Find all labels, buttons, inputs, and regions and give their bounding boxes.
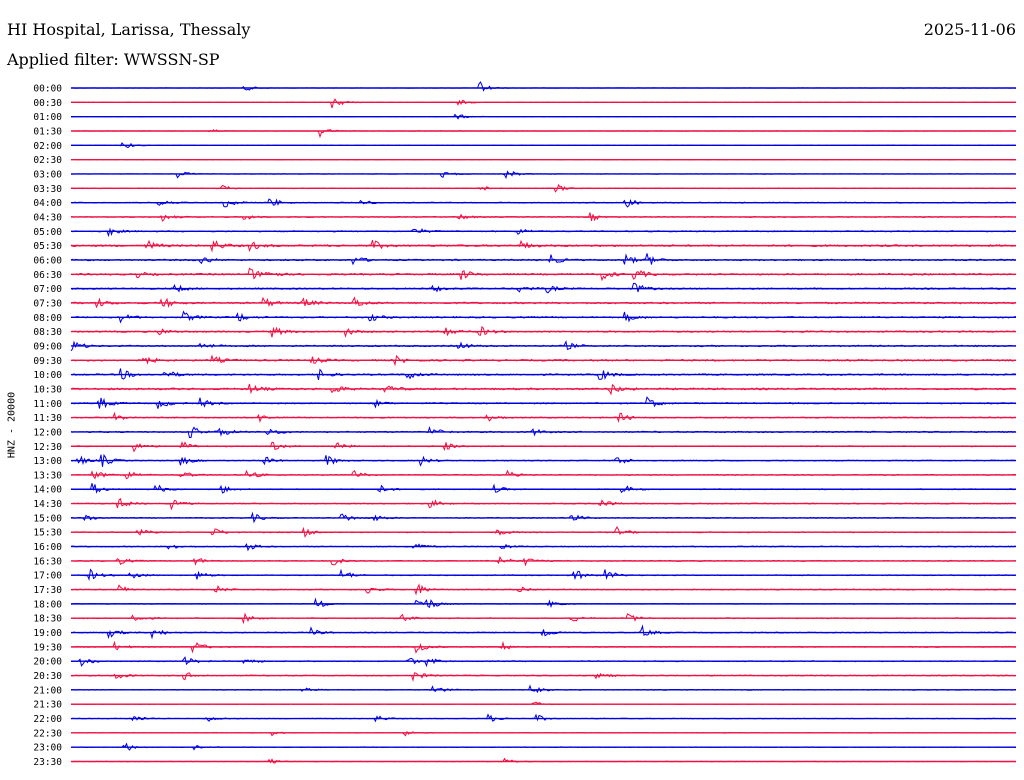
trace-row xyxy=(70,98,1017,109)
time-label: 20:00 xyxy=(33,657,62,668)
time-label: 03:30 xyxy=(33,184,62,195)
time-label: 06:30 xyxy=(33,270,62,281)
time-label: 20:30 xyxy=(33,671,62,682)
time-label: 11:00 xyxy=(33,399,62,410)
time-label: 09:00 xyxy=(33,341,62,352)
time-label: 09:30 xyxy=(33,356,62,367)
trace-row xyxy=(70,81,1017,92)
trace-row xyxy=(70,253,1017,266)
trace-row xyxy=(70,227,1017,238)
trace-row xyxy=(70,483,1017,494)
time-label: 08:00 xyxy=(33,313,62,324)
time-label: 07:30 xyxy=(33,298,62,309)
time-label: 16:30 xyxy=(33,556,62,567)
time-label-group: 00:00 00:30 01:00 01:30 02:00 02:30 03:00 03:30… xyxy=(33,84,62,769)
time-label: 18:00 xyxy=(33,599,62,610)
time-label: 10:00 xyxy=(33,370,62,381)
time-label: 04:00 xyxy=(33,198,62,209)
time-label: 00:00 xyxy=(33,84,62,95)
trace-row xyxy=(70,568,1017,581)
time-label: 21:30 xyxy=(33,700,62,711)
time-label: 16:00 xyxy=(33,542,62,553)
time-label: 18:30 xyxy=(33,614,62,625)
time-label: 11:30 xyxy=(33,413,62,424)
time-label: 01:00 xyxy=(33,112,62,123)
time-label: 01:30 xyxy=(33,126,62,137)
time-label: 08:30 xyxy=(33,327,62,338)
time-label: 14:00 xyxy=(33,485,62,496)
filter-label: Applied filter: WWSSN-SP xyxy=(7,50,220,69)
time-label: 17:00 xyxy=(33,571,62,582)
time-label: 12:30 xyxy=(33,442,62,453)
time-label: 23:00 xyxy=(33,743,62,754)
time-label: 12:00 xyxy=(33,427,62,438)
station-title: HI Hospital, Larissa, Thessaly xyxy=(7,20,251,39)
time-label: 13:00 xyxy=(33,456,62,467)
time-label: 19:30 xyxy=(33,642,62,653)
time-label: 00:30 xyxy=(33,98,62,109)
trace-row xyxy=(70,672,1017,682)
time-label: 10:30 xyxy=(33,384,62,395)
time-label: 05:30 xyxy=(33,241,62,252)
time-label: 06:00 xyxy=(33,255,62,266)
time-label: 04:30 xyxy=(33,212,62,223)
time-label: 17:30 xyxy=(33,585,62,596)
time-label: 22:30 xyxy=(33,728,62,739)
time-label: 02:30 xyxy=(33,155,62,166)
time-label: 02:00 xyxy=(33,141,62,152)
time-label: 15:00 xyxy=(33,513,62,524)
time-label: 21:00 xyxy=(33,685,62,696)
time-label: 13:30 xyxy=(33,470,62,481)
time-label: 19:00 xyxy=(33,628,62,639)
date-label: 2025-11-06 xyxy=(923,20,1016,39)
time-label: 22:00 xyxy=(33,714,62,725)
time-label: 15:30 xyxy=(33,528,62,539)
trace-row xyxy=(70,684,1017,694)
time-label: 03:00 xyxy=(33,169,62,180)
time-label: 14:30 xyxy=(33,499,62,510)
time-label: 23:30 xyxy=(33,757,62,768)
time-label: 07:00 xyxy=(33,284,62,295)
time-label: 05:00 xyxy=(33,227,62,238)
trace-group xyxy=(70,81,1017,764)
